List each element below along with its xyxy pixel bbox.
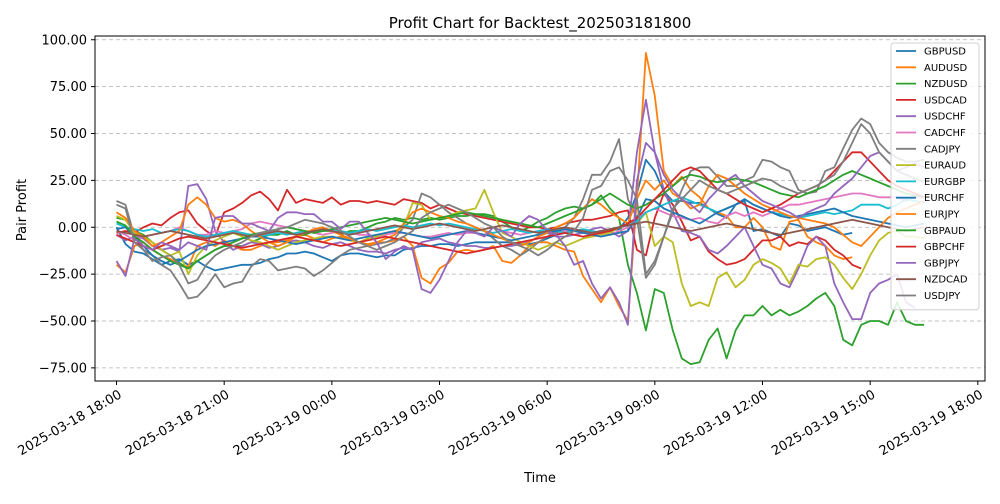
legend-label: EURAUD	[924, 161, 966, 172]
legend-label: GBPCHF	[924, 242, 965, 253]
y-tick-label: 0.00	[58, 221, 87, 236]
legend-label: USDCAD	[924, 95, 967, 106]
x-tick-label: 2025-03-19 06:00	[446, 387, 555, 459]
x-tick-label: 2025-03-19 09:00	[554, 387, 663, 459]
legend-label: EURCHF	[924, 193, 965, 204]
series-line-cadjpy	[116, 117, 925, 300]
y-tick-label: 75.00	[50, 80, 87, 95]
legend-label: GBPJPY	[924, 258, 960, 269]
legend-label: USDJPY	[924, 291, 961, 302]
x-tick-label: 2025-03-18 18:00	[16, 387, 125, 459]
series-line-gbpusd	[115, 158, 853, 272]
series-line-gbpjpy	[115, 141, 925, 326]
legend-label: CADCHF	[924, 128, 966, 139]
series-line-usdcad	[116, 188, 862, 270]
series-line-usdchf	[116, 98, 916, 321]
y-tick-label: −25.00	[39, 268, 87, 283]
legend-label: CADJPY	[924, 144, 961, 155]
y-tick-label: −75.00	[39, 361, 87, 376]
y-axis-label: Pair Profit	[15, 179, 30, 241]
y-tick-label: 50.00	[50, 127, 87, 142]
x-tick-label: 2025-03-18 21:00	[123, 387, 232, 459]
y-tick-label: −50.00	[39, 315, 87, 330]
chart-title: Profit Chart for Backtest_202503181800	[389, 14, 692, 33]
x-tick-label: 2025-03-19 12:00	[662, 387, 771, 459]
series-line-gbpchf	[116, 151, 925, 255]
series-line-usdjpy	[116, 123, 925, 285]
legend: GBPUSD AUDUSD NZDUSD USDCAD USDCHF CADCHF CADJ…	[890, 42, 980, 311]
legend-label: NZDUSD	[924, 79, 968, 90]
legend-label: GBPUSD	[924, 47, 966, 58]
legend-label: AUDUSD	[924, 63, 968, 74]
legend-box	[890, 42, 980, 311]
y-tick-label: 25.00	[50, 174, 87, 189]
y-tick-label: 100.00	[42, 33, 88, 48]
axes-frame	[94, 35, 986, 382]
x-tick-label: 2025-03-19 18:00	[877, 387, 986, 459]
legend-label: EURGBP	[924, 177, 965, 188]
x-tick-label: 2025-03-19 00:00	[231, 387, 340, 459]
legend-label: EURJPY	[924, 210, 960, 221]
legend-label: USDCHF	[924, 112, 966, 123]
x-axis-label: Time	[523, 471, 556, 486]
plot-area: −75.00 −50.00 −25.00 0.00 25.00 50.00 75.00 100…	[16, 33, 986, 459]
x-tick-label: 2025-03-19 15:00	[769, 387, 878, 459]
x-tick-label: 2025-03-19 03:00	[339, 387, 448, 459]
legend-label: NZDCAD	[924, 275, 968, 286]
legend-label: GBPAUD	[924, 226, 966, 237]
